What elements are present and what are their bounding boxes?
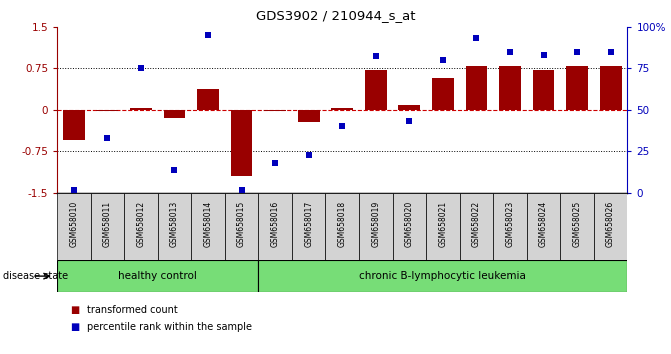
Text: ■: ■ [70,305,80,315]
Point [437,57,448,63]
Text: GSM658026: GSM658026 [606,201,615,247]
Bar [560,193,594,260]
Bar [124,193,158,260]
Point [605,48,616,54]
Bar [292,193,325,260]
Bar [258,193,292,260]
Bar [197,88,219,110]
Text: GSM658021: GSM658021 [438,201,448,247]
Point [337,124,348,129]
Bar [130,108,152,110]
Bar [258,260,627,292]
Point [68,187,79,193]
Text: ■: ■ [70,322,80,332]
Bar [225,193,258,260]
Bar [493,193,527,260]
Bar [499,67,521,110]
Text: GSM658020: GSM658020 [405,201,414,247]
Point [136,65,146,71]
Bar [57,193,91,260]
Text: GSM658014: GSM658014 [203,201,213,247]
Bar [359,193,393,260]
Bar [331,108,353,110]
Text: GSM658019: GSM658019 [371,201,380,247]
Bar [393,193,426,260]
Bar [191,193,225,260]
Bar [325,193,359,260]
Bar [432,78,454,110]
Bar [600,67,621,110]
Bar [298,110,319,122]
Bar [264,110,286,111]
Bar [91,193,124,260]
Point [370,54,381,59]
Bar [399,105,420,110]
Text: GSM658018: GSM658018 [338,201,347,247]
Text: GSM658025: GSM658025 [572,201,582,247]
Bar [466,67,487,110]
Bar [158,193,191,260]
Text: GSM658013: GSM658013 [170,201,179,247]
Bar [460,193,493,260]
Point [471,35,482,41]
Text: GSM658023: GSM658023 [505,201,515,247]
Bar [231,110,252,176]
Point [572,48,582,54]
Point [538,52,549,58]
Text: healthy control: healthy control [118,271,197,281]
Text: transformed count: transformed count [87,305,178,315]
Point [169,167,180,172]
Bar [594,193,627,260]
Text: GSM658011: GSM658011 [103,201,112,247]
Bar [57,260,258,292]
Bar [527,193,560,260]
Bar [426,193,460,260]
Point [404,119,415,124]
Text: chronic B-lymphocytic leukemia: chronic B-lymphocytic leukemia [360,271,526,281]
Bar [566,67,588,110]
Text: percentile rank within the sample: percentile rank within the sample [87,322,252,332]
Bar [164,110,185,118]
Text: GSM658022: GSM658022 [472,201,481,247]
Text: GSM658017: GSM658017 [304,201,313,247]
Point [505,48,515,54]
Point [102,135,113,141]
Point [303,152,314,158]
Text: GDS3902 / 210944_s_at: GDS3902 / 210944_s_at [256,9,415,22]
Bar [97,110,118,111]
Text: GSM658012: GSM658012 [136,201,146,247]
Text: GSM658010: GSM658010 [69,201,79,247]
Text: GSM658024: GSM658024 [539,201,548,247]
Text: GSM658016: GSM658016 [270,201,280,247]
Point [236,187,247,193]
Text: GSM658015: GSM658015 [237,201,246,247]
Point [203,32,213,38]
Bar [365,70,386,110]
Point [270,160,280,166]
Bar [63,110,85,140]
Bar [533,70,554,110]
Text: disease state: disease state [3,271,68,281]
